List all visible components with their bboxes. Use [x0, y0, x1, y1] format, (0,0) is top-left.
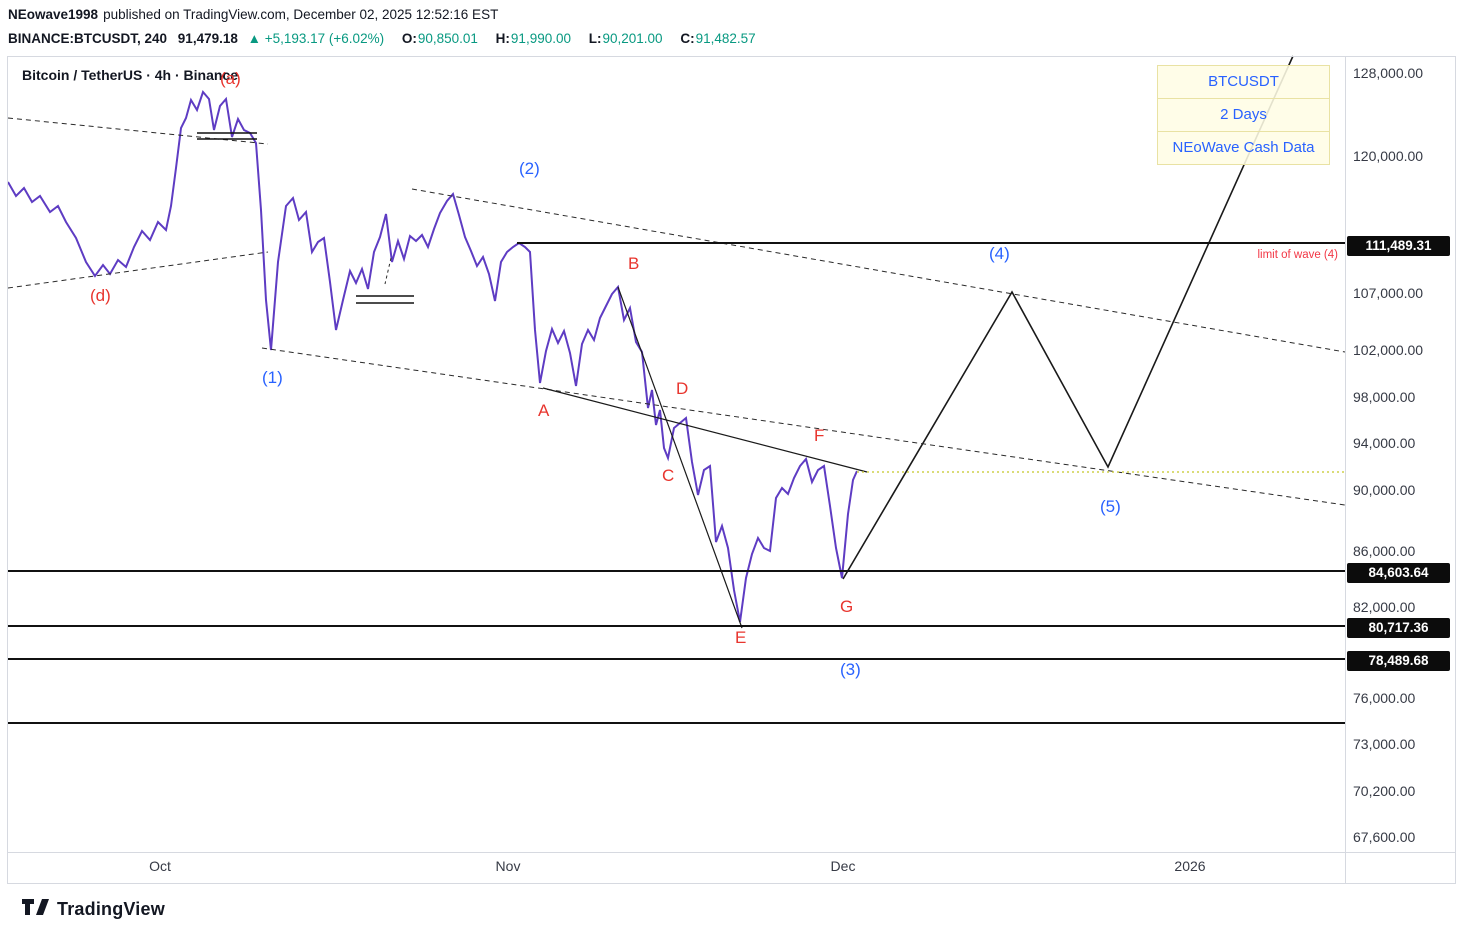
- time-tick-label: Dec: [830, 858, 856, 874]
- wave-label: (4): [989, 244, 1010, 263]
- wave-label: (2): [519, 159, 540, 178]
- time-tick-label: Nov: [495, 858, 521, 874]
- limit-of-wave-note: limit of wave (4): [1257, 249, 1338, 261]
- time-tick-label: 2026: [1174, 858, 1206, 874]
- wave-label: (1): [262, 368, 283, 387]
- price-level-badge: 80,717.36: [1347, 618, 1450, 638]
- price-tick-label: 73,000.00: [1353, 736, 1416, 752]
- info-box-row: BTCUSDT: [1157, 65, 1330, 99]
- forecast-line: [842, 55, 1294, 580]
- price-level-badge: 111,489.31: [1347, 236, 1450, 256]
- price-tick-label: 86,000.00: [1353, 543, 1416, 559]
- price-tick-label: 67,600.00: [1353, 829, 1416, 845]
- channel-lower-dashed: [261, 347, 1346, 506]
- wave-label: (5): [1100, 497, 1121, 516]
- chart-frame: [7, 56, 1456, 884]
- low-value: L:90,201.00: [588, 31, 663, 46]
- symbol-name: BINANCE:BTCUSDT, 240: [8, 31, 168, 46]
- price-change: ▲ +5,193.17 (+6.02%): [247, 31, 385, 46]
- price-tick-label: 98,000.00: [1353, 389, 1416, 405]
- wave-label: (3): [840, 660, 861, 679]
- footer: TradingView: [20, 896, 165, 923]
- wave-label: (a): [220, 69, 241, 88]
- wave-label: F: [814, 426, 825, 445]
- price-tick-label: 102,000.00: [1353, 342, 1424, 358]
- high-value: H:91,990.00: [495, 31, 571, 46]
- triangle-line-a-f: [542, 387, 868, 473]
- author-name: NEowave1998: [8, 7, 99, 22]
- price-tick-label: 90,000.00: [1353, 482, 1416, 498]
- price-tick-label: 120,000.00: [1353, 148, 1424, 164]
- info-box-row: 2 Days: [1157, 98, 1330, 132]
- wave-label: (d): [90, 286, 111, 305]
- price-tick-label: 94,000.00: [1353, 435, 1416, 451]
- open-value: O:90,850.01: [401, 31, 478, 46]
- price-level-badge: 78,489.68: [1347, 651, 1450, 671]
- wave-label: G: [840, 597, 854, 616]
- channel-upper-dashed: [411, 188, 1346, 353]
- close-value: C:91,482.57: [680, 31, 756, 46]
- info-box: BTCUSDT 2 Days NEoWave Cash Data: [1157, 65, 1330, 165]
- price-level-badge: 84,603.64: [1347, 563, 1450, 583]
- wave-label: C: [662, 466, 675, 485]
- price-tick-label: 107,000.00: [1353, 285, 1424, 301]
- wave-label: B: [628, 254, 640, 273]
- brand-name: TradingView: [57, 899, 165, 919]
- price-scale-separator: [1345, 56, 1346, 884]
- diagonal-lower-dashed: [7, 251, 269, 289]
- tradingview-logo-icon: [20, 896, 50, 923]
- time-scale-separator: [7, 852, 1456, 853]
- wave-label: E: [735, 628, 747, 647]
- price-tick-label: 70,200.00: [1353, 783, 1416, 799]
- symbol-header: BINANCE:BTCUSDT, 240 91,479.18 ▲ +5,193.…: [8, 31, 756, 46]
- info-box-row: NEoWave Cash Data: [1157, 131, 1330, 165]
- wave-label: A: [538, 401, 550, 420]
- published-text: published on TradingView.com, December 0…: [103, 7, 499, 22]
- price-line: [7, 90, 858, 623]
- time-tick-label: Oct: [149, 858, 171, 874]
- wave-label: D: [676, 379, 689, 398]
- publish-header: NEowave1998 published on TradingView.com,…: [8, 7, 498, 22]
- time-scale[interactable]: [7, 853, 1345, 884]
- last-price: 91,479.18: [177, 31, 238, 46]
- price-tick-label: 76,000.00: [1353, 690, 1416, 706]
- small-dash-mark: [384, 257, 392, 285]
- chart-title: Bitcoin / TetherUS · 4h · Binance: [22, 67, 238, 83]
- price-tick-label: 128,000.00: [1353, 65, 1424, 81]
- price-scale[interactable]: [1346, 56, 1456, 852]
- price-tick-label: 82,000.00: [1353, 599, 1416, 615]
